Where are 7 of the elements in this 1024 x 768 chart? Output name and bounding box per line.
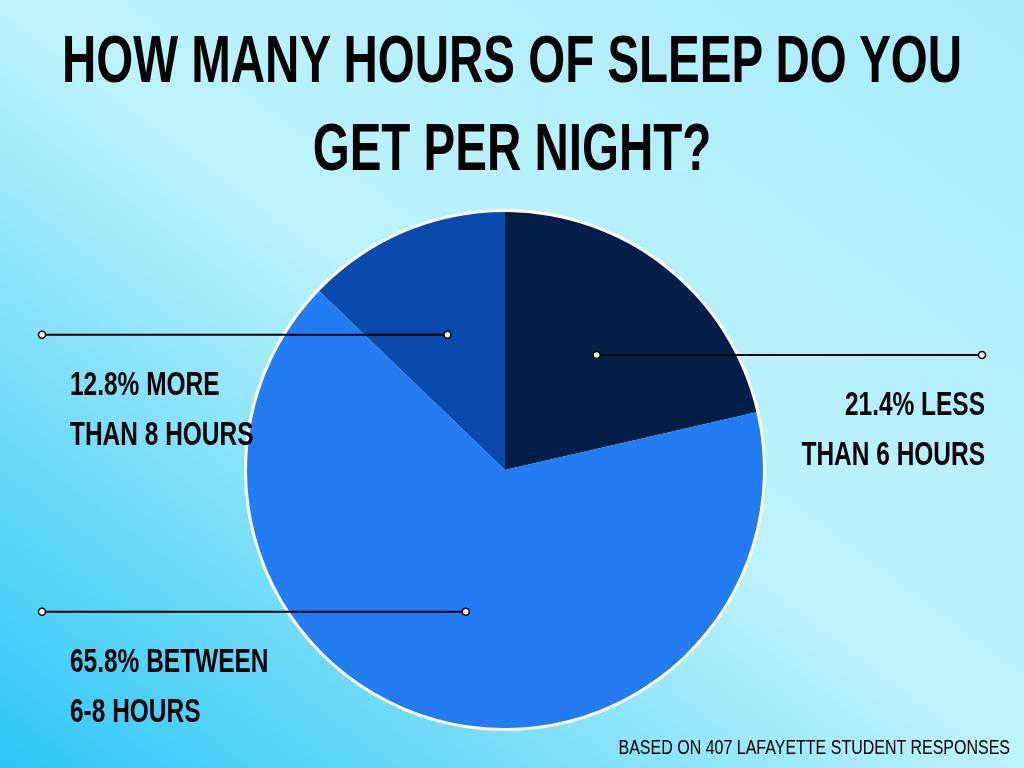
- chart-title: HOW MANY HOURS OF SLEEP DO YOU GET PER NIGHT?: [61, 22, 963, 184]
- text: BASED ON 407 LAFAYETTE STUDENT RESPONSES: [618, 736, 1010, 759]
- pie-slice: [319, 212, 505, 470]
- pie-slice: [505, 212, 757, 470]
- slice-label: 21.4% LESS THAN 6 HOURS: [801, 383, 985, 472]
- slice-label: 12.8% MORE THAN 8 HOURS: [70, 363, 254, 452]
- slice-label: 65.8% BETWEEN 6-8 HOURS: [70, 640, 269, 729]
